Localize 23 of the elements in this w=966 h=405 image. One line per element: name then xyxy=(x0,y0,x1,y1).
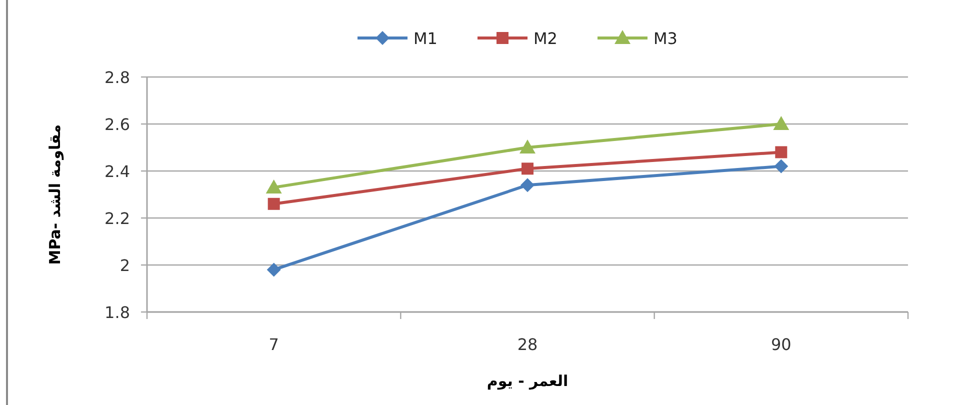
point xyxy=(266,179,282,194)
y-axis-title: مقاومة الشد -MPa xyxy=(46,124,64,265)
legend-label: M3 xyxy=(654,29,678,48)
x-tick-label: 90 xyxy=(770,335,792,354)
point xyxy=(773,116,790,130)
x-tick-label: 28 xyxy=(517,335,538,354)
point xyxy=(266,262,281,277)
point xyxy=(268,198,280,210)
y-tick-label: 2.2 xyxy=(104,209,130,228)
point xyxy=(520,178,534,192)
x-axis-title: العمر - يوم xyxy=(486,372,568,390)
legend-label: M2 xyxy=(534,29,558,48)
y-tick-label: 2.4 xyxy=(104,162,130,181)
y-tick-label: 2.8 xyxy=(104,68,130,87)
y-tick-label: 2.6 xyxy=(104,115,130,134)
point xyxy=(520,140,536,154)
legend-label: M1 xyxy=(414,29,438,48)
point xyxy=(522,162,534,175)
x-tick-label: 7 xyxy=(268,335,279,354)
y-tick-label: 2 xyxy=(120,256,130,275)
y-tick-label: 1.8 xyxy=(104,303,130,322)
point xyxy=(775,146,788,158)
point xyxy=(774,159,788,174)
